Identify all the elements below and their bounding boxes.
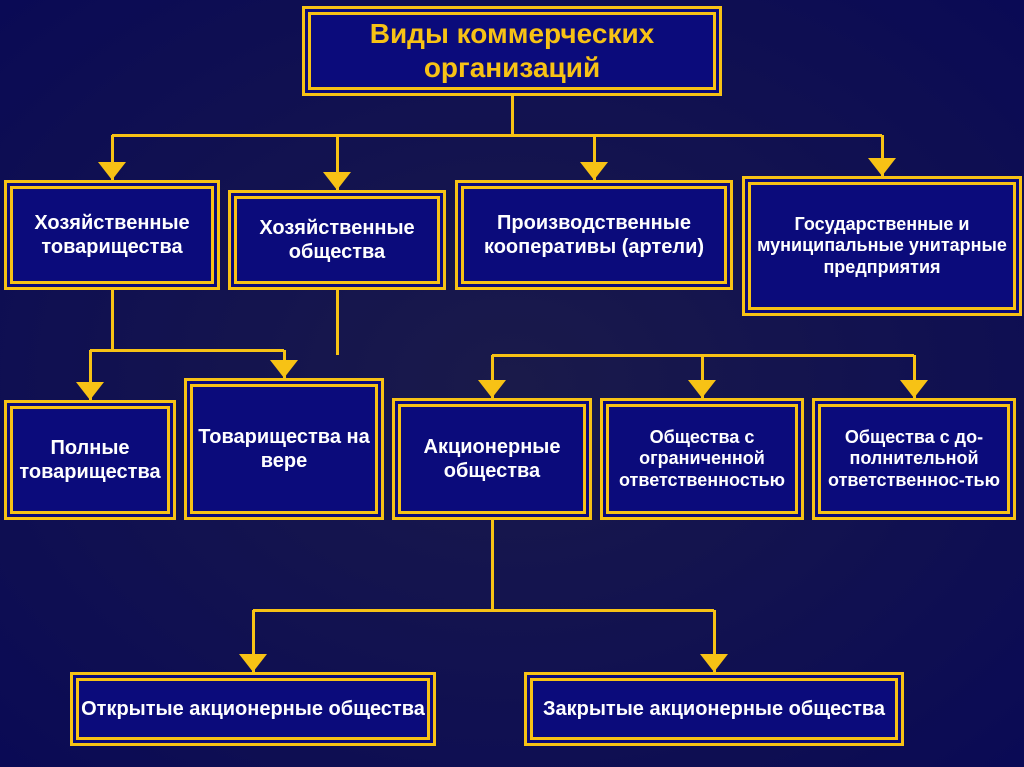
arrow-down-icon <box>868 158 896 176</box>
node-label: Государственные и муниципальные унитарны… <box>751 214 1013 279</box>
node-label: Открытые акционерные общества <box>81 697 425 721</box>
node-label: Производственные кооперативы (артели) <box>464 211 724 259</box>
node-label: Акционерные общества <box>401 435 583 483</box>
node-label: Закрытые акционерные общества <box>543 697 885 721</box>
node-l1_1: Хозяйственные товарищества <box>4 180 220 290</box>
node-label: Полные товарищества <box>13 436 167 484</box>
connector-line <box>511 96 514 135</box>
diagram-canvas: Виды коммерческих организаций Хозяйственн… <box>0 0 1024 767</box>
arrow-down-icon <box>270 360 298 378</box>
arrow-down-icon <box>98 162 126 180</box>
arrow-down-icon <box>478 380 506 398</box>
node-l2_5: Общества с до-полнительной ответственнос… <box>812 398 1016 520</box>
arrow-down-icon <box>239 654 267 672</box>
node-l3_2: Закрытые акционерные общества <box>524 672 904 746</box>
connector-line <box>111 290 114 350</box>
node-l1_4: Государственные и муниципальные унитарны… <box>742 176 1022 316</box>
arrow-down-icon <box>900 380 928 398</box>
node-label: Товарищества на вере <box>193 425 375 473</box>
arrow-down-icon <box>688 380 716 398</box>
node-root: Виды коммерческих организаций <box>302 6 722 96</box>
node-label: Хозяйственные товарищества <box>13 211 211 259</box>
arrow-down-icon <box>323 172 351 190</box>
node-l2_2: Товарищества на вере <box>184 378 384 520</box>
connector-line <box>253 609 714 612</box>
node-l3_1: Открытые акционерные общества <box>70 672 436 746</box>
arrow-down-icon <box>580 162 608 180</box>
node-l2_4: Общества с ограниченной ответственностью <box>600 398 804 520</box>
connector-line <box>90 349 284 352</box>
node-label: Общества с ограниченной ответственностью <box>609 427 795 492</box>
node-l1_3: Производственные кооперативы (артели) <box>455 180 733 290</box>
connector-line <box>112 134 882 137</box>
arrow-down-icon <box>700 654 728 672</box>
node-l2_1: Полные товарищества <box>4 400 176 520</box>
connector-line <box>491 520 494 610</box>
node-label: Виды коммерческих организаций <box>311 17 713 84</box>
node-label: Хозяйственные общества <box>237 216 437 264</box>
connector-line <box>336 290 339 355</box>
node-label: Общества с до-полнительной ответственнос… <box>821 427 1007 492</box>
arrow-down-icon <box>76 382 104 400</box>
node-l2_3: Акционерные общества <box>392 398 592 520</box>
node-l1_2: Хозяйственные общества <box>228 190 446 290</box>
